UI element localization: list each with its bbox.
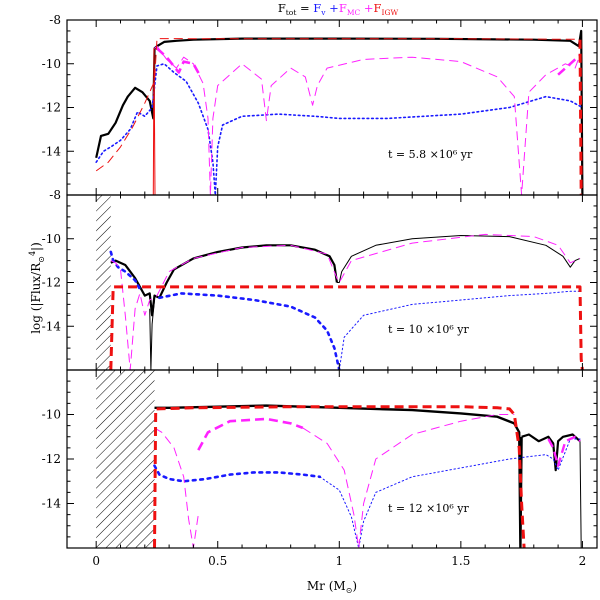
title-part-1-sub: v xyxy=(320,8,326,17)
title-part-0: F xyxy=(278,1,286,15)
y-axis-label-sup: 4 xyxy=(28,251,37,256)
series-viscous-3 xyxy=(153,464,322,483)
series-meridional-5 xyxy=(154,427,199,548)
y-tick-label: -14 xyxy=(42,319,62,333)
y-axis-label-main: log (|Flux/R xyxy=(29,262,43,334)
series-viscous-1 xyxy=(95,62,584,195)
y-tick-label: -12 xyxy=(42,452,61,466)
y-tick-label: -10 xyxy=(42,232,61,246)
series-igw-9 xyxy=(153,405,526,548)
x-tick-label: 2 xyxy=(579,554,587,568)
y-tick-label: -8 xyxy=(49,188,61,202)
figure-title: Ftot = Fv +FMC +FIGW xyxy=(278,1,399,17)
x-tick-label: 1 xyxy=(335,554,343,568)
series-total-0 xyxy=(154,404,523,548)
panel-frame xyxy=(66,194,598,371)
series-total-0 xyxy=(95,29,584,195)
title-part-1: F xyxy=(313,1,321,15)
series-viscous-4 xyxy=(158,292,341,370)
series-meridional-2 xyxy=(154,45,581,195)
x-tick-label: 0 xyxy=(92,554,100,568)
title-part-2-sub: MC xyxy=(347,8,361,17)
x-tick-label: 1.5 xyxy=(451,554,470,568)
panel-frame xyxy=(66,19,598,196)
series-igw-5 xyxy=(95,38,581,172)
series-meridional-6 xyxy=(197,417,304,451)
hatch-region xyxy=(96,370,155,548)
panel-bottom: -10 -12 -14 0 0.5 1 1.5 2 t = 12 ×10⁶ yr xyxy=(42,369,598,568)
title-part-2-suffix: + xyxy=(360,1,373,15)
title-part-2: F xyxy=(339,1,347,15)
series-meridional-7 xyxy=(302,414,515,548)
y-axis-label-sub: ⊙ xyxy=(37,256,46,263)
panel-annotation: t = 10 ×10⁶ yr xyxy=(388,323,469,336)
series-meridional-4 xyxy=(557,54,581,76)
series-meridional-3 xyxy=(156,47,202,78)
y-tick-label: -10 xyxy=(42,57,61,71)
panel-annotation: t = 5.8 ×10⁶ yr xyxy=(388,148,473,161)
panel-top: -8 -10 -12 -14 t = 5.8 ×10⁶ yr xyxy=(42,13,598,196)
x-axis-label-unit-close: ) xyxy=(352,579,357,593)
y-tick-label: -14 xyxy=(42,497,62,511)
x-axis-label: Mr (M⊙) xyxy=(307,579,357,595)
series-meridional-6 xyxy=(110,233,581,370)
hatch-region xyxy=(96,195,111,370)
y-tick-label: -10 xyxy=(42,408,61,422)
x-axis-label-unit: (M xyxy=(329,579,346,593)
panel-annotation: t = 12 ×10⁶ yr xyxy=(388,502,469,515)
series-total-2 xyxy=(579,441,583,548)
y-tick-label: -14 xyxy=(42,144,62,158)
x-axis-label-sun-symbol: ⊙ xyxy=(346,586,353,595)
y-tick-label: -8 xyxy=(49,13,61,27)
y-axis-label: log (|Flux/R⊙4|) xyxy=(28,242,46,334)
y-tick-label: -12 xyxy=(42,101,61,115)
y-tick-label: -12 xyxy=(42,276,61,290)
title-part-3-sub: IGW xyxy=(382,8,399,17)
title-part-3: F xyxy=(374,1,382,15)
series-viscous-4 xyxy=(319,438,581,548)
title-part-0-sub: tot xyxy=(286,8,297,17)
series-viscous-5 xyxy=(338,290,581,370)
title-part-1-suffix: + xyxy=(326,1,339,15)
y-axis-label-close: |) xyxy=(29,242,43,251)
series-total-0 xyxy=(110,244,338,317)
series-viscous-3 xyxy=(109,250,142,291)
panel-middle: -8 -10 -12 -14 t = 10 ×10⁶ yr xyxy=(42,188,598,371)
x-tick-label: 0.5 xyxy=(208,554,227,568)
title-part-0-suffix: = xyxy=(296,1,313,15)
series-igw-7 xyxy=(109,285,584,370)
series-meridional-8 xyxy=(547,435,581,467)
series-total-1 xyxy=(336,235,581,283)
series-igw-7 xyxy=(152,47,156,195)
x-axis-label-main: Mr xyxy=(307,579,325,593)
series-total-2 xyxy=(149,299,155,370)
